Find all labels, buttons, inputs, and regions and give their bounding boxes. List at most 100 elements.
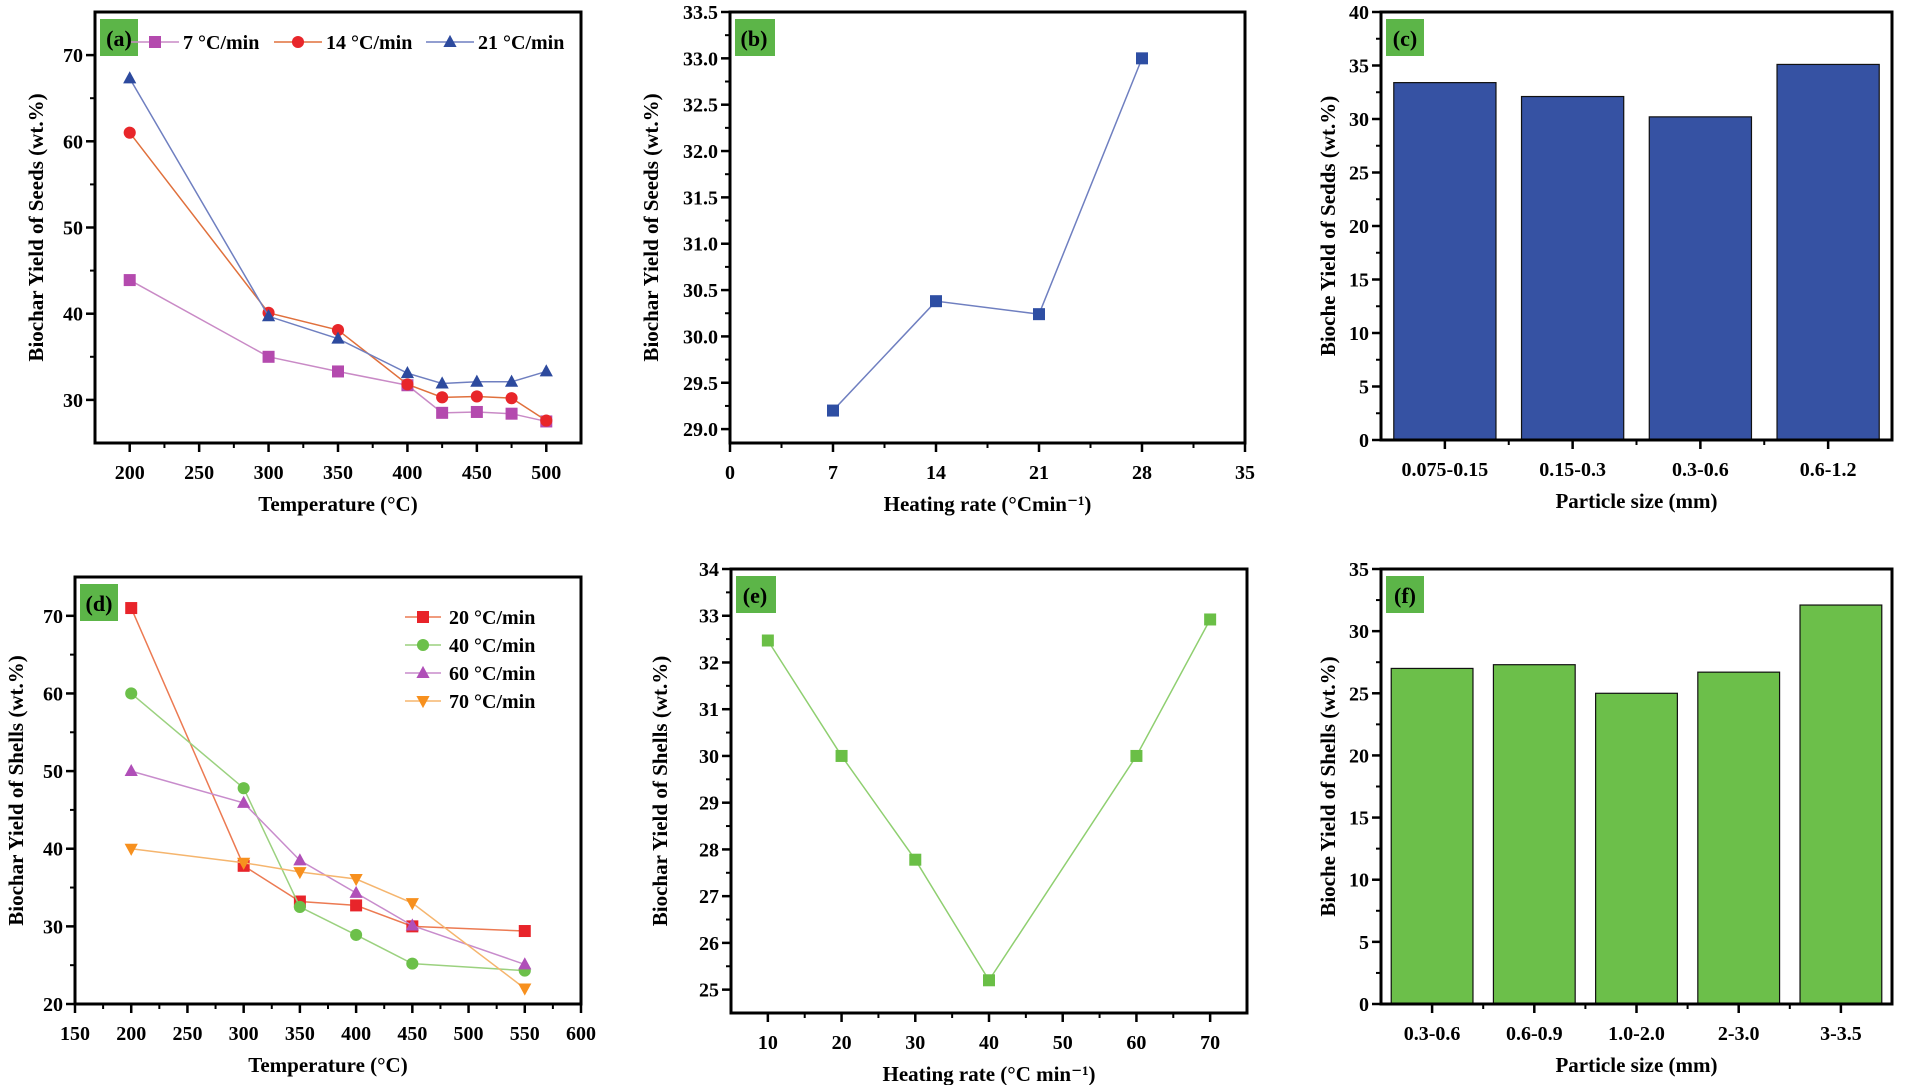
x-axis-label: Particle size (mm): [1555, 489, 1717, 513]
legend-marker: [417, 611, 429, 623]
y-tick-label: 5: [1359, 932, 1369, 954]
data-point: [349, 885, 363, 898]
series-3: [124, 843, 532, 996]
chart-panel-e: 10 20 30 40 50 60 70 25 26 27 28 29 30 31 32 33 34 Heatin…: [648, 559, 1249, 1085]
data-point: [470, 374, 484, 387]
data-point: [350, 928, 363, 941]
y-tick-label: 30: [63, 390, 83, 412]
x-tick-label: 300: [254, 462, 284, 484]
legend-item: 14 °C/min: [274, 32, 412, 54]
x-tick-label: 350: [323, 462, 353, 484]
x-tick-label: 450: [397, 1023, 427, 1045]
data-point: [983, 974, 995, 987]
bar: [1520, 95, 1625, 441]
y-tick-label: 28: [699, 839, 719, 861]
chart-panel-f: 0.3-0.6 0.6-0.9 1.0-2.0 2-3.0 3-3.5 0 5 10 15 20 2…: [1316, 559, 1894, 1077]
y-tick-label: 60: [63, 131, 83, 153]
x-tick-label: 600: [566, 1023, 596, 1045]
x-tick-label: 60: [1126, 1032, 1146, 1054]
series-line: [130, 692, 525, 972]
legend-item: 70 °C/min: [405, 691, 535, 713]
data-point: [350, 899, 363, 912]
y-tick-label: 10: [1349, 870, 1369, 892]
series-line: [131, 847, 526, 990]
y-tick-label: 29.0: [683, 419, 718, 441]
data-point: [470, 405, 483, 418]
y-axis-label: Biochar Yield of Seeds (wt.%): [639, 93, 663, 361]
data-point: [237, 857, 251, 870]
y-tick-label: 40: [63, 304, 83, 326]
y-tick-label: 33.5: [683, 2, 718, 24]
y-tick-label: 30: [1349, 109, 1369, 131]
series-line: [130, 607, 525, 932]
x-tick-label: 0.075-0.15: [1402, 459, 1489, 481]
y-tick-label: 33.0: [683, 48, 718, 70]
legend-marker: [416, 665, 430, 678]
panel-label: (b): [741, 26, 768, 51]
y-tick-label: 30.5: [683, 280, 718, 302]
data-point: [436, 406, 449, 419]
plot-frame: [728, 10, 1247, 445]
series-line: [832, 58, 1143, 412]
y-tick-label: 34: [699, 559, 719, 581]
x-tick-label: 200: [116, 1023, 146, 1045]
data-point: [400, 366, 415, 379]
x-tick-label: 550: [510, 1023, 540, 1045]
x-tick-label: 50: [1053, 1032, 1073, 1054]
x-tick-label: 70: [1200, 1032, 1220, 1054]
data-point: [123, 71, 137, 84]
y-tick-label: 30: [699, 746, 719, 768]
series-1: [125, 687, 531, 977]
data-point: [540, 414, 553, 427]
legend-marker: [416, 638, 430, 652]
data-point: [504, 374, 519, 387]
panel-label: (f): [1394, 583, 1416, 608]
x-tick-label: 400: [341, 1023, 371, 1045]
data-point: [124, 843, 138, 856]
series-0: [827, 52, 1148, 417]
x-tick-label: 10: [758, 1032, 778, 1054]
y-tick-label: 33: [699, 606, 719, 628]
data-point: [123, 274, 136, 287]
y-axis-label: Biochar Yield of Seeds (wt.%): [24, 93, 48, 361]
data-point: [349, 874, 363, 887]
data-point: [406, 957, 419, 970]
data-point: [505, 392, 518, 405]
y-tick-label: 30.0: [683, 326, 718, 348]
series-line: [131, 770, 526, 966]
panel-label-box: [1386, 19, 1424, 56]
data-point: [518, 925, 531, 938]
y-tick-label: 5: [1359, 377, 1369, 399]
series-1: [123, 126, 553, 427]
y-tick-label: 31.0: [683, 234, 718, 256]
x-tick-label: 2-3.0: [1718, 1023, 1760, 1045]
y-tick-label: 20: [1349, 216, 1369, 238]
data-point: [518, 983, 532, 996]
legend-item: 21 °C/min: [426, 32, 564, 54]
data-point: [293, 867, 307, 880]
series-2: [124, 763, 532, 970]
panel-label-box: [80, 584, 118, 621]
legend-marker: [416, 696, 430, 709]
legend-label: 20 °C/min: [449, 607, 535, 629]
y-tick-label: 35: [1349, 559, 1369, 581]
x-tick-label: 400: [392, 462, 422, 484]
bar: [1390, 667, 1474, 1005]
legend-label: 14 °C/min: [326, 32, 412, 54]
legend-item: 60 °C/min: [405, 663, 535, 685]
y-tick-label: 31.5: [683, 187, 718, 209]
y-tick-label: 30: [1349, 621, 1369, 643]
x-tick-label: 0.15-0.3: [1539, 459, 1606, 481]
data-point: [435, 376, 449, 389]
data-point: [331, 324, 345, 337]
x-tick-label: 250: [184, 462, 214, 484]
plot-frame: [1379, 10, 1894, 442]
bar: [1799, 604, 1883, 1005]
y-tick-label: 30: [43, 916, 63, 938]
y-axis-label: Bioche Yield of Shells (wt.%): [1316, 656, 1340, 916]
y-tick-label: 35: [1349, 56, 1369, 78]
data-point: [1136, 52, 1148, 65]
data-point: [470, 390, 483, 403]
series-0: [761, 613, 1217, 987]
